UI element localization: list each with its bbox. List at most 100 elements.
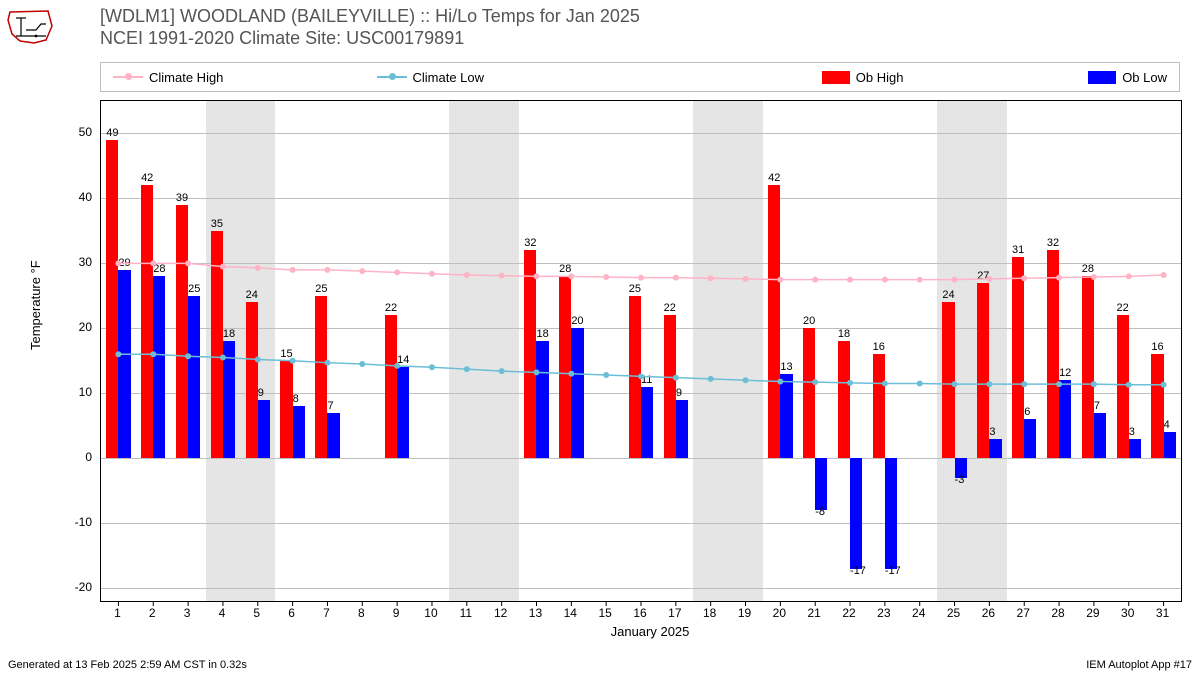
y-tick-label: 10 <box>62 385 92 399</box>
x-tick-label: 23 <box>874 606 894 620</box>
climate-low-line-marker <box>1021 381 1027 387</box>
climate-low-line-marker <box>185 353 191 359</box>
x-tick-label: 18 <box>700 606 720 620</box>
climate-high-line-marker <box>533 273 539 279</box>
x-tick-label: 4 <box>212 606 232 620</box>
footer-left: Generated at 13 Feb 2025 2:59 AM CST in … <box>8 659 247 671</box>
climate-low-line-marker <box>290 358 296 364</box>
climate-high-line-marker <box>777 277 783 283</box>
x-tick-label: 17 <box>665 606 685 620</box>
x-tick-label: 8 <box>351 606 371 620</box>
chart-root: [WDLM1] WOODLAND (BAILEYVILLE) :: Hi/Lo … <box>0 0 1200 675</box>
climate-high-line-marker <box>568 273 574 279</box>
x-tick-label: 31 <box>1153 606 1173 620</box>
x-tick-label: 27 <box>1013 606 1033 620</box>
y-tick-label: 0 <box>62 450 92 464</box>
y-axis-label: Temperature °F <box>28 260 43 350</box>
climate-high-line-marker <box>1091 274 1097 280</box>
climate-high-line-marker <box>917 277 923 283</box>
legend: Climate High Climate Low Ob High Ob Low <box>100 62 1180 92</box>
x-tick-label: 15 <box>595 606 615 620</box>
x-tick-label: 3 <box>177 606 197 620</box>
climate-high-line-marker <box>150 260 156 266</box>
y-tick-label: 50 <box>62 125 92 139</box>
iem-logo <box>6 6 56 46</box>
climate-low-line-marker <box>1126 382 1132 388</box>
climate-low-line-marker <box>359 361 365 367</box>
chart-title-line2: NCEI 1991-2020 Climate Site: USC00179891 <box>100 28 464 49</box>
x-tick-label: 2 <box>142 606 162 620</box>
climate-low-line-marker <box>220 354 226 360</box>
climate-low-line-marker <box>673 375 679 381</box>
climate-high-line-marker <box>882 277 888 283</box>
climate-low-line-marker <box>882 380 888 386</box>
climate-high-line-marker <box>220 264 226 270</box>
legend-label: Ob High <box>856 70 904 85</box>
climate-high-line-marker <box>1126 273 1132 279</box>
climate-low-line-marker <box>708 376 714 382</box>
x-tick-label: 10 <box>421 606 441 620</box>
climate-high-line-marker <box>1161 272 1167 278</box>
climate-high-line-marker <box>673 275 679 281</box>
climate-high-line-marker <box>185 260 191 266</box>
x-tick-label: 14 <box>560 606 580 620</box>
x-tick-label: 26 <box>978 606 998 620</box>
y-tick-label: 20 <box>62 320 92 334</box>
climate-low-line-marker <box>1056 381 1062 387</box>
climate-low-line-marker <box>464 366 470 372</box>
climate-low-line-marker <box>847 380 853 386</box>
climate-high-line-marker <box>464 272 470 278</box>
climate-low-line-marker <box>743 377 749 383</box>
climate-high-line-marker <box>290 267 296 273</box>
climate-high-line-marker <box>603 274 609 280</box>
climate-low-line-marker <box>986 381 992 387</box>
climate-high-line-marker <box>255 265 261 271</box>
climate-high-line-marker <box>638 275 644 281</box>
climate-low-line-marker <box>777 379 783 385</box>
y-tick-label: 30 <box>62 255 92 269</box>
climate-low-line-marker <box>568 371 574 377</box>
climate-high-line-marker <box>986 276 992 282</box>
climate-high-line-marker <box>708 275 714 281</box>
x-tick-label: 19 <box>735 606 755 620</box>
y-tick-label: -20 <box>62 580 92 594</box>
climate-low-line-marker <box>1161 382 1167 388</box>
x-tick-label: 11 <box>456 606 476 620</box>
climate-high-line-marker <box>115 260 121 266</box>
climate-high-line-marker <box>324 267 330 273</box>
legend-label: Climate Low <box>413 70 485 85</box>
climate-low-line-marker <box>638 373 644 379</box>
x-tick-label: 13 <box>525 606 545 620</box>
climate-high-line-marker <box>394 269 400 275</box>
climate-low-line-marker <box>324 360 330 366</box>
climate-high-line-marker <box>952 277 958 283</box>
x-axis-label: January 2025 <box>590 624 710 639</box>
x-tick-label: 9 <box>386 606 406 620</box>
climate-low-line-marker <box>533 369 539 375</box>
climate-high-line-marker <box>1056 275 1062 281</box>
legend-item-climate-low: Climate Low <box>377 70 641 85</box>
climate-low-line <box>118 354 1163 385</box>
climate-low-line-marker <box>115 351 121 357</box>
climate-high-line-marker <box>1021 275 1027 281</box>
x-tick-label: 21 <box>804 606 824 620</box>
legend-label: Ob Low <box>1122 70 1167 85</box>
plot-area: 4929422839253518249158257221432182820251… <box>100 100 1182 602</box>
climate-low-line-marker <box>812 379 818 385</box>
chart-title-line1: [WDLM1] WOODLAND (BAILEYVILLE) :: Hi/Lo … <box>100 6 640 27</box>
climate-low-line-marker <box>150 351 156 357</box>
x-tick-label: 28 <box>1048 606 1068 620</box>
climate-low-line-marker <box>499 368 505 374</box>
climate-low-line-marker <box>952 381 958 387</box>
x-tick-label: 12 <box>491 606 511 620</box>
climate-high-line-marker <box>743 276 749 282</box>
legend-item-ob-high: Ob High <box>640 70 904 85</box>
line-overlay <box>101 101 1181 601</box>
legend-item-ob-low: Ob Low <box>904 70 1168 85</box>
legend-item-climate-high: Climate High <box>113 70 377 85</box>
x-tick-label: 20 <box>769 606 789 620</box>
x-tick-label: 16 <box>630 606 650 620</box>
climate-low-line-marker <box>429 364 435 370</box>
climate-low-line-marker <box>1091 381 1097 387</box>
climate-low-line-marker <box>394 363 400 369</box>
